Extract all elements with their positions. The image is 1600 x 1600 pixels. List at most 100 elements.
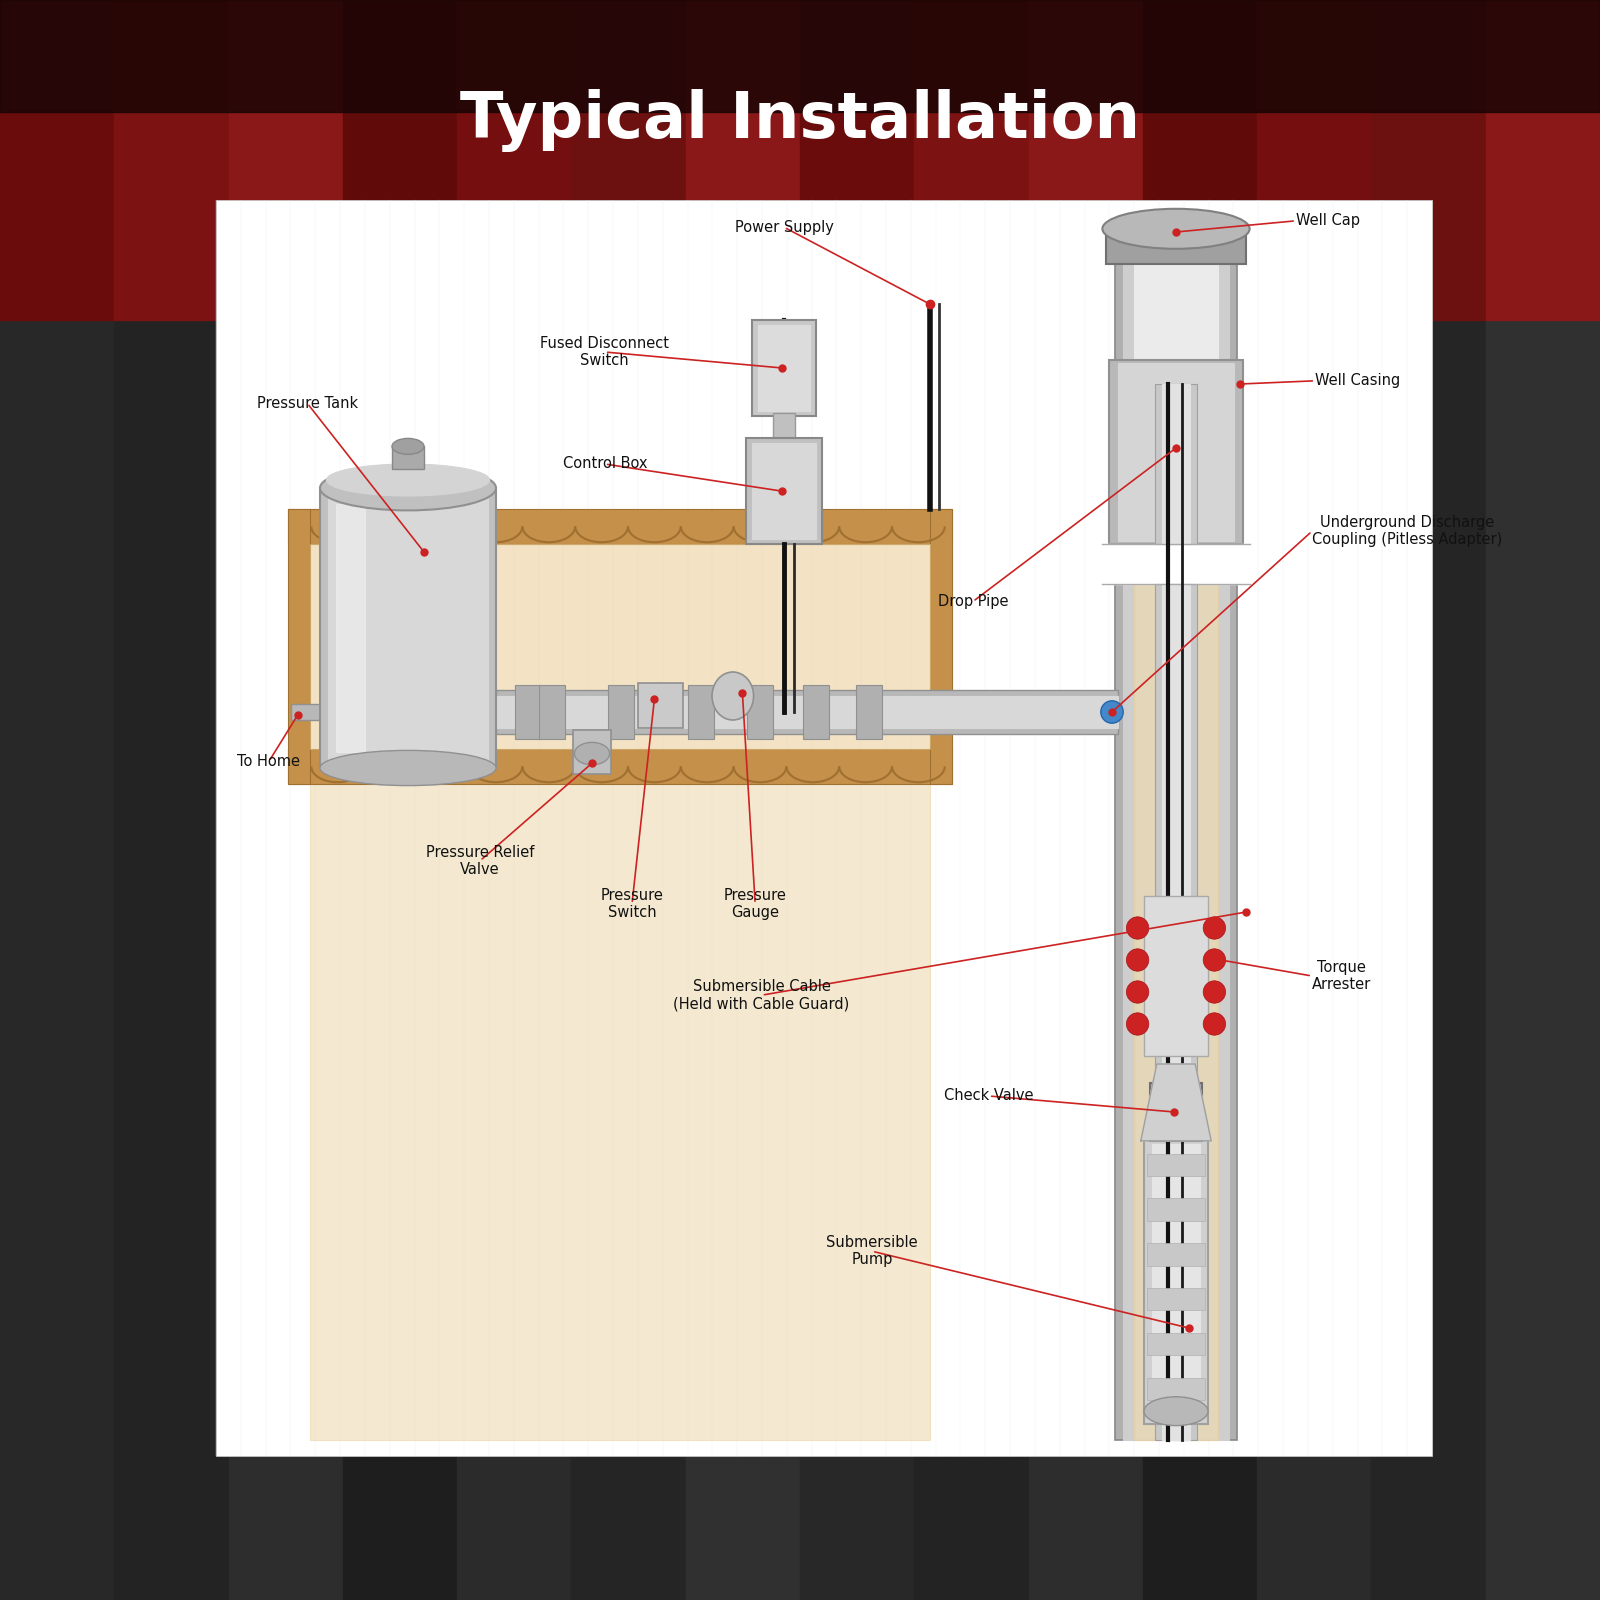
Ellipse shape — [712, 672, 754, 720]
Text: Submersible
Pump: Submersible Pump — [826, 1235, 918, 1267]
Text: Fused Disconnect
Switch: Fused Disconnect Switch — [541, 336, 669, 368]
Bar — [1162, 584, 1190, 1440]
Bar — [1144, 1136, 1208, 1424]
Bar — [310, 544, 930, 749]
Bar — [914, 0, 1029, 1600]
Text: Well Cap: Well Cap — [1296, 213, 1360, 229]
Ellipse shape — [392, 438, 424, 454]
Bar — [0, 0, 1600, 112]
Ellipse shape — [1102, 208, 1250, 248]
Bar — [571, 0, 686, 1600]
Ellipse shape — [1126, 949, 1149, 971]
Bar — [342, 0, 458, 1600]
Bar — [930, 509, 952, 784]
Text: Pressure
Switch: Pressure Switch — [600, 888, 664, 920]
Bar — [1123, 256, 1229, 1440]
Text: Torque
Arrester: Torque Arrester — [1312, 960, 1371, 992]
Bar — [458, 0, 571, 1600]
Bar — [1118, 363, 1234, 541]
Ellipse shape — [574, 742, 610, 765]
Text: Check Valve: Check Valve — [944, 1088, 1034, 1104]
Text: To Home: To Home — [237, 754, 301, 770]
Bar — [291, 704, 326, 720]
Bar — [392, 446, 424, 469]
Bar — [1102, 544, 1250, 584]
Bar — [571, 0, 686, 320]
Bar — [1134, 584, 1218, 1440]
Bar — [1486, 0, 1600, 1600]
Bar — [1142, 0, 1258, 1600]
Bar — [773, 413, 795, 438]
Bar — [686, 0, 800, 1600]
Ellipse shape — [1203, 981, 1226, 1003]
Text: Pressure Relief
Valve: Pressure Relief Valve — [426, 845, 534, 877]
Bar — [752, 320, 816, 416]
Bar — [515, 685, 541, 739]
Text: Pressure
Gauge: Pressure Gauge — [723, 888, 787, 920]
Bar — [1142, 0, 1258, 320]
Bar — [686, 0, 800, 320]
Text: Control Box: Control Box — [563, 456, 646, 472]
Bar — [1371, 0, 1486, 320]
Bar — [1147, 1243, 1205, 1266]
Bar — [114, 0, 229, 320]
Bar — [758, 325, 810, 411]
Bar — [1029, 0, 1142, 320]
Ellipse shape — [1126, 917, 1149, 939]
Bar — [1144, 896, 1208, 1056]
Text: Drop Pipe: Drop Pipe — [938, 594, 1008, 610]
Bar — [1157, 1090, 1195, 1134]
Bar — [1147, 1154, 1205, 1176]
Ellipse shape — [1101, 701, 1123, 723]
Bar — [1106, 235, 1246, 264]
Bar — [914, 0, 1029, 320]
Bar — [0, 0, 114, 320]
Bar — [1258, 0, 1371, 1600]
Bar — [1115, 256, 1237, 1440]
Bar — [608, 685, 634, 739]
Bar — [1162, 384, 1190, 544]
Bar — [800, 0, 914, 320]
Bar — [216, 200, 1432, 1456]
Bar — [288, 509, 310, 784]
Bar — [1147, 1288, 1205, 1310]
Text: Underground Discharge
Coupling (Pitless Adapter): Underground Discharge Coupling (Pitless … — [1312, 515, 1502, 547]
Bar — [328, 488, 488, 768]
Bar — [1147, 1198, 1205, 1221]
Ellipse shape — [320, 466, 496, 510]
Bar — [1147, 1333, 1205, 1355]
Bar — [1155, 584, 1197, 1440]
Bar — [114, 0, 229, 1600]
Bar — [1147, 1378, 1205, 1400]
Bar — [229, 0, 342, 1600]
Bar — [856, 685, 882, 739]
Bar — [1029, 0, 1142, 1600]
Ellipse shape — [320, 750, 496, 786]
Bar — [1150, 1083, 1202, 1141]
Bar — [229, 0, 342, 320]
Bar — [539, 685, 565, 739]
Bar — [638, 683, 683, 728]
Bar — [496, 690, 1118, 734]
Text: Well Casing: Well Casing — [1315, 373, 1400, 389]
Bar — [573, 730, 611, 774]
Bar — [1152, 1144, 1200, 1416]
Bar — [336, 504, 365, 752]
Bar — [1155, 384, 1197, 544]
Bar — [1134, 256, 1218, 1440]
Bar — [320, 488, 496, 768]
Text: Pressure Tank: Pressure Tank — [256, 395, 358, 411]
Bar — [288, 509, 952, 544]
Text: Submersible Cable
(Held with Cable Guard): Submersible Cable (Held with Cable Guard… — [674, 979, 850, 1011]
Ellipse shape — [1144, 1397, 1208, 1426]
Bar — [1258, 0, 1371, 320]
Bar — [1109, 360, 1243, 544]
Ellipse shape — [1203, 949, 1226, 971]
Bar — [496, 701, 544, 723]
Ellipse shape — [1126, 981, 1149, 1003]
Bar — [458, 0, 571, 320]
Bar — [288, 749, 952, 784]
Ellipse shape — [1203, 1013, 1226, 1035]
Bar — [800, 0, 914, 1600]
Ellipse shape — [1126, 1013, 1149, 1035]
